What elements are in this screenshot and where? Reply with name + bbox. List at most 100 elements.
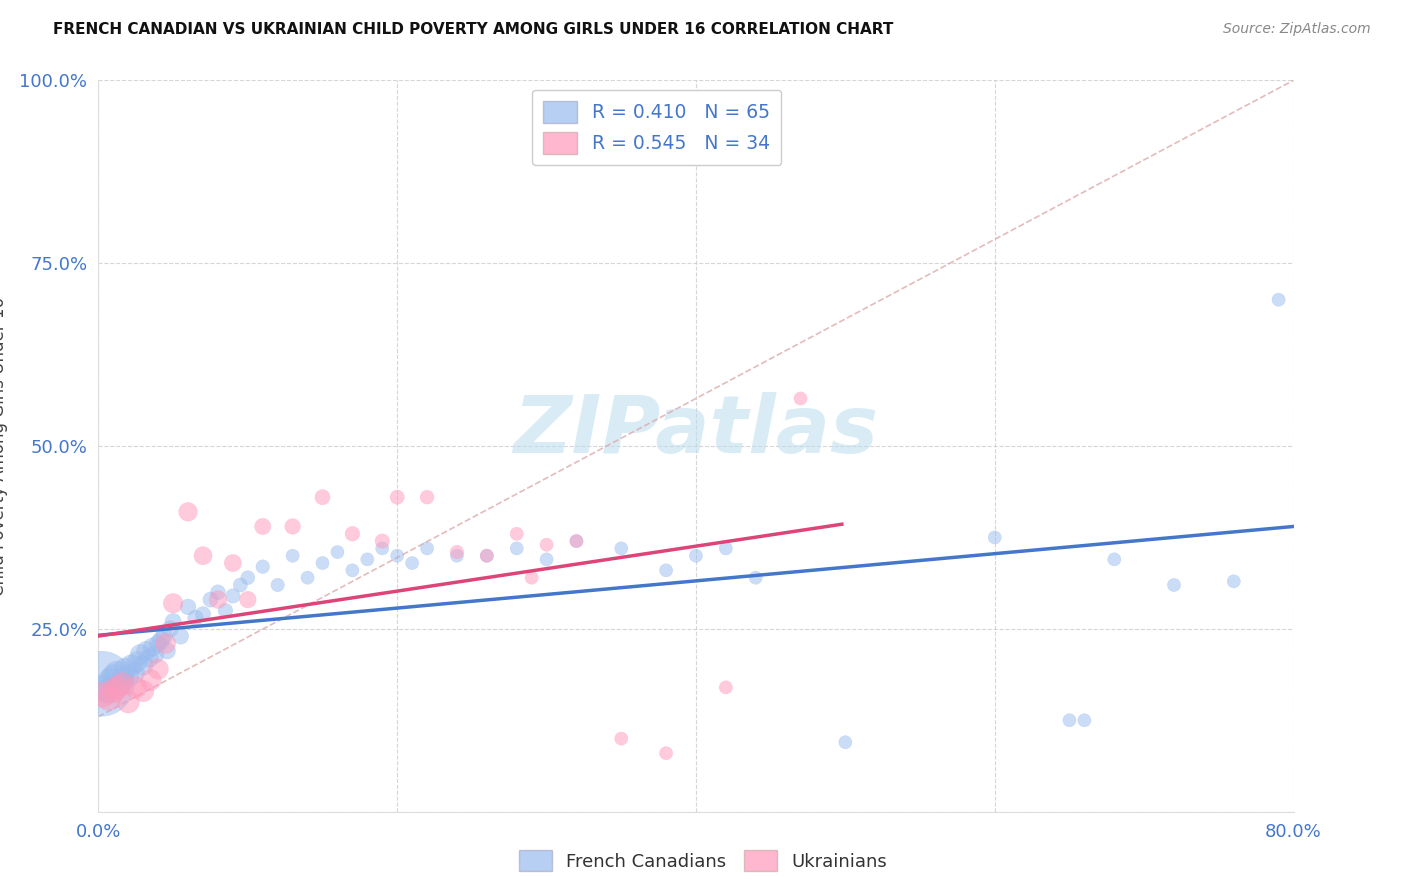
Point [252, 559, 274, 574]
Point [222, 556, 245, 570]
Point [222, 589, 245, 603]
Point [356, 552, 378, 566]
Point [655, 746, 678, 760]
Point [236, 571, 259, 585]
Point [416, 541, 439, 556]
Point [475, 549, 498, 563]
Point [107, 681, 129, 695]
Point [371, 541, 394, 556]
Point [91, 688, 114, 702]
Point [108, 676, 131, 690]
Point [342, 526, 364, 541]
Point [138, 651, 160, 665]
Point [105, 665, 128, 680]
Point [475, 549, 498, 563]
Point [153, 629, 176, 643]
Point [416, 490, 439, 504]
Point [98, 673, 122, 687]
Point [252, 519, 274, 533]
Point [127, 655, 149, 669]
Point [143, 648, 166, 662]
Point [610, 541, 633, 556]
Point [685, 549, 707, 563]
Point [141, 640, 163, 655]
Point [297, 571, 319, 585]
Point [745, 571, 768, 585]
Point [96, 684, 118, 698]
Point [162, 615, 184, 629]
Point [184, 611, 207, 625]
Point [326, 545, 349, 559]
Point [111, 676, 134, 690]
Point [229, 578, 252, 592]
Point [1104, 552, 1126, 566]
Point [207, 585, 229, 599]
Point [132, 684, 155, 698]
Point [191, 607, 214, 622]
Point [565, 534, 588, 549]
Point [132, 658, 155, 673]
Point [1163, 578, 1185, 592]
Point [139, 673, 162, 687]
Point [281, 549, 304, 563]
Point [124, 665, 146, 680]
Point [610, 731, 633, 746]
Point [117, 669, 139, 683]
Point [135, 644, 157, 658]
Point [984, 530, 1007, 544]
Point [311, 490, 333, 504]
Point [536, 552, 558, 566]
Point [156, 644, 179, 658]
Point [97, 691, 120, 706]
Point [207, 592, 229, 607]
Point [281, 519, 304, 533]
Point [200, 592, 222, 607]
Point [117, 695, 139, 709]
Y-axis label: Child Poverty Among Girls Under 16: Child Poverty Among Girls Under 16 [0, 296, 8, 596]
Point [90, 676, 112, 690]
Point [714, 541, 737, 556]
Point [311, 556, 333, 570]
Point [191, 549, 214, 563]
Point [1073, 714, 1095, 728]
Point [214, 603, 236, 617]
Point [103, 684, 125, 698]
Point [1267, 293, 1289, 307]
Point [506, 526, 529, 541]
Point [155, 636, 177, 650]
Point [789, 392, 811, 406]
Point [159, 622, 181, 636]
Point [103, 669, 125, 683]
Legend: French Canadians, Ukrainians: French Canadians, Ukrainians [512, 843, 894, 879]
Point [565, 534, 588, 549]
Point [93, 681, 115, 695]
Point [446, 549, 468, 563]
Point [169, 629, 191, 643]
Point [1059, 714, 1081, 728]
Point [148, 662, 170, 676]
Point [385, 549, 409, 563]
Point [111, 673, 134, 687]
Point [120, 658, 142, 673]
Point [446, 545, 468, 559]
Point [125, 681, 148, 695]
Point [114, 662, 136, 676]
Point [129, 648, 152, 662]
Point [385, 490, 409, 504]
Point [401, 556, 423, 570]
Point [177, 505, 200, 519]
Point [1223, 574, 1246, 589]
Point [148, 636, 170, 650]
Point [150, 632, 173, 647]
Text: ZIPatlas: ZIPatlas [513, 392, 879, 470]
Point [655, 563, 678, 577]
Legend: R = 0.410   N = 65, R = 0.545   N = 34: R = 0.410 N = 65, R = 0.545 N = 34 [531, 90, 782, 165]
Text: FRENCH CANADIAN VS UKRAINIAN CHILD POVERTY AMONG GIRLS UNDER 16 CORRELATION CHAR: FRENCH CANADIAN VS UKRAINIAN CHILD POVER… [53, 22, 894, 37]
Point [267, 578, 290, 592]
Text: Source: ZipAtlas.com: Source: ZipAtlas.com [1223, 22, 1371, 37]
Point [520, 571, 543, 585]
Point [714, 681, 737, 695]
Point [236, 592, 259, 607]
Point [342, 563, 364, 577]
Point [177, 599, 200, 614]
